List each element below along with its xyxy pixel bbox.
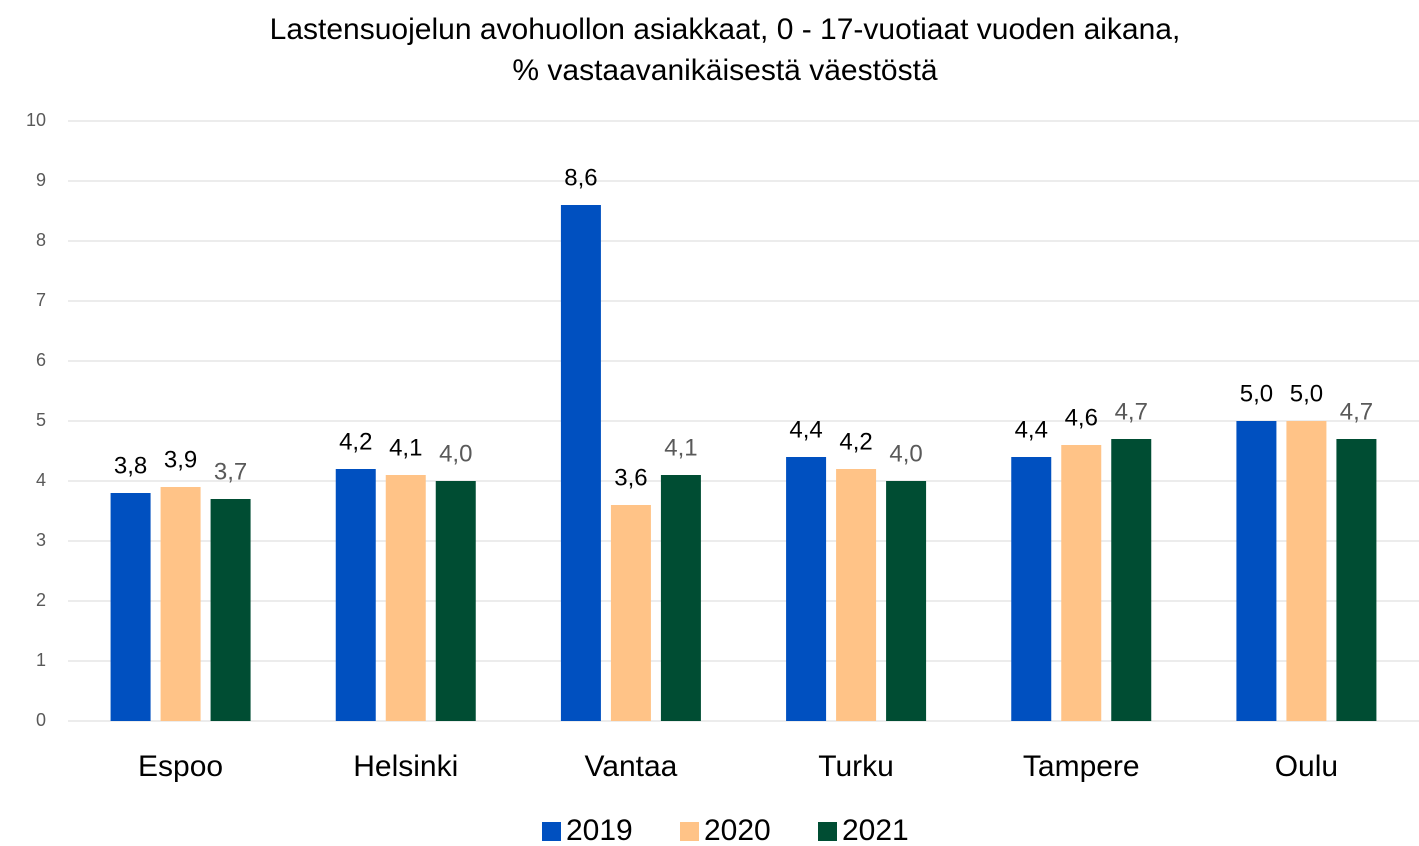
bar	[1336, 439, 1377, 721]
bar	[435, 481, 476, 721]
x-tick-label: Helsinki	[353, 750, 458, 783]
data-label: 5,0	[1290, 380, 1323, 407]
data-label: 4,2	[339, 428, 372, 455]
data-label: 4,7	[1115, 398, 1148, 425]
bar	[786, 457, 827, 721]
x-tick-label: Oulu	[1275, 750, 1338, 783]
data-label: 4,4	[789, 416, 822, 443]
data-label: 5,0	[1240, 380, 1273, 407]
data-label: 4,4	[1015, 416, 1048, 443]
data-label: 4,6	[1065, 404, 1098, 431]
x-tick-label: Tampere	[1023, 750, 1140, 783]
bar	[1111, 439, 1152, 721]
bar	[886, 481, 927, 721]
bar	[1286, 421, 1327, 721]
bar	[560, 205, 601, 721]
data-label: 8,6	[564, 164, 597, 191]
chart-title: Lastensuojelun avohuollon asiakkaat, 0 -…	[270, 13, 1181, 46]
y-tick-label: 3	[36, 530, 46, 550]
data-label: 4,1	[389, 434, 422, 461]
data-label: 4,0	[889, 440, 922, 467]
bar	[110, 493, 151, 721]
legend-swatch	[818, 822, 837, 841]
bar	[1011, 457, 1052, 721]
x-tick-label: Vantaa	[584, 750, 677, 783]
y-tick-label: 4	[36, 470, 46, 490]
bar	[1061, 445, 1102, 721]
legend-label: 2019	[566, 814, 633, 846]
y-tick-label: 0	[36, 710, 46, 730]
y-tick-label: 2	[36, 590, 46, 610]
legend-label: 2021	[842, 814, 909, 846]
data-label: 4,7	[1340, 398, 1373, 425]
bar	[660, 475, 701, 721]
y-tick-label: 7	[36, 290, 46, 310]
bar	[1236, 421, 1277, 721]
y-tick-label: 5	[36, 410, 46, 430]
legend-swatch	[542, 822, 561, 841]
y-tick-label: 10	[26, 110, 46, 130]
data-label: 3,8	[114, 452, 147, 479]
data-label: 4,2	[839, 428, 872, 455]
y-tick-label: 6	[36, 350, 46, 370]
y-tick-label: 9	[36, 170, 46, 190]
x-tick-label: Turku	[818, 750, 894, 783]
y-tick-label: 8	[36, 230, 46, 250]
data-label: 3,6	[614, 464, 647, 491]
legend-swatch	[680, 822, 699, 841]
bar	[385, 475, 426, 721]
bar	[210, 499, 251, 721]
bar	[610, 505, 651, 721]
bar	[335, 469, 376, 721]
data-label: 3,9	[164, 446, 197, 473]
data-label: 3,7	[214, 458, 247, 485]
legend-label: 2020	[704, 814, 771, 846]
data-label: 4,0	[439, 440, 472, 467]
data-label: 4,1	[664, 434, 697, 461]
bar	[160, 487, 201, 721]
bar	[836, 469, 877, 721]
chart-title: % vastaavanikäisestä väestöstä	[512, 54, 938, 87]
y-tick-label: 1	[36, 650, 46, 670]
x-tick-label: Espoo	[138, 750, 223, 783]
